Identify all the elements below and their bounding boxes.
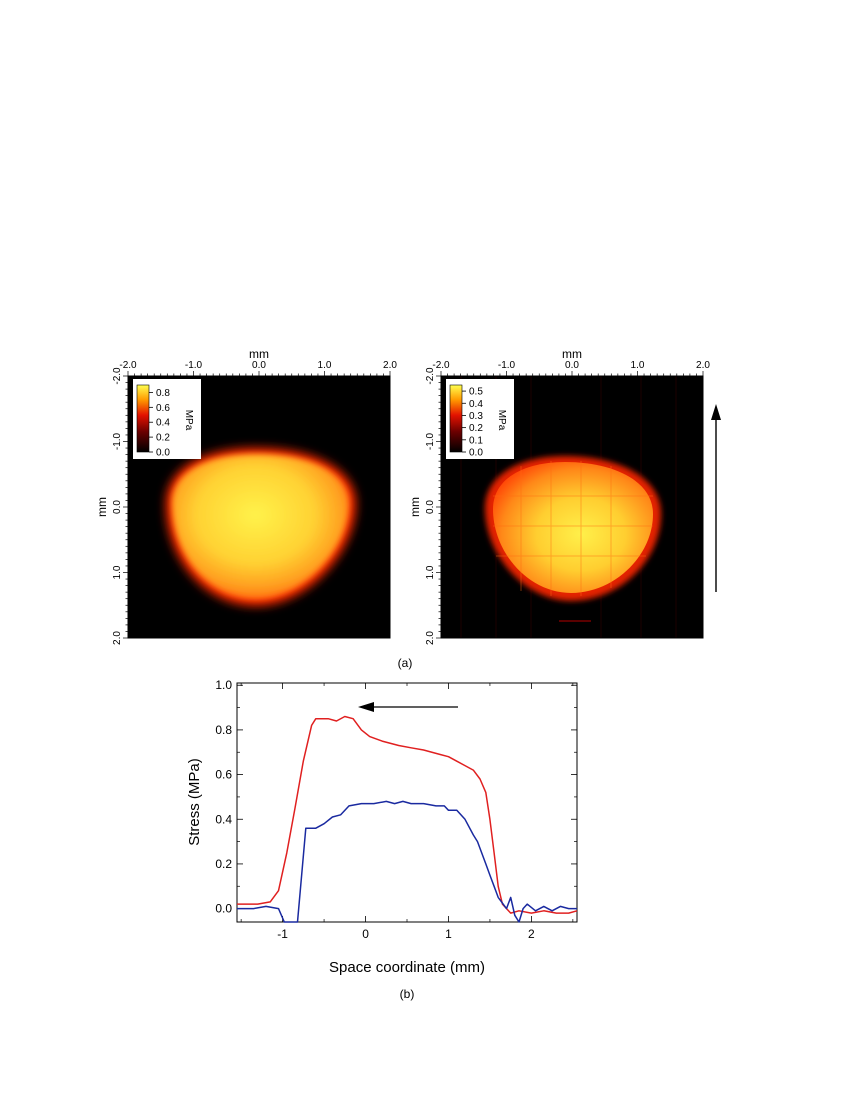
y-tick-label: -2.0 bbox=[425, 367, 436, 385]
caption-b: (b) bbox=[400, 987, 415, 1001]
y-tick-label: -1.0 bbox=[425, 432, 436, 450]
colorbar-tick-label: 0.5 bbox=[469, 387, 483, 398]
x-tick-label: 0.0 bbox=[252, 360, 266, 371]
x-tick-label: 2.0 bbox=[696, 360, 710, 371]
line-chart: -1 0 1 2 0.0 0.2 0.4 0.6 0.8 1.0 Space coordinate… bbox=[186, 678, 578, 976]
heatmap-right-colorbar: 0.50.40.30.20.1 0.0 MPa bbox=[446, 379, 514, 459]
colorbar-tick-label: 0.0 bbox=[156, 448, 170, 459]
y-tick-label: 1.0 bbox=[112, 565, 123, 579]
series-line-blue bbox=[237, 800, 577, 923]
x-tick-label: 0 bbox=[362, 927, 369, 941]
y-axis-label: Stress (MPa) bbox=[186, 758, 203, 846]
direction-arrow-left bbox=[358, 702, 458, 712]
colorbar-tick-label: 0.2 bbox=[469, 423, 483, 434]
x-tick-label: -2.0 bbox=[432, 360, 450, 371]
heatmap-left-x-label: mm bbox=[249, 347, 269, 361]
x-tick-label: -1.0 bbox=[498, 360, 516, 371]
y-tick-label: 1.0 bbox=[215, 678, 232, 692]
x-tick-label: 1 bbox=[445, 927, 452, 941]
x-tick-label: 0.0 bbox=[565, 360, 579, 371]
x-tick-label: 2.0 bbox=[383, 360, 397, 371]
heatmap-right-y-label: mm bbox=[408, 497, 422, 517]
heatmap-right-colorbar-label: MPa bbox=[496, 410, 507, 431]
y-tick-label: 0.4 bbox=[215, 812, 232, 826]
scan-direction-arrow-up bbox=[711, 404, 721, 592]
x-tick-label: 1.0 bbox=[318, 360, 332, 371]
heatmap-right-x-label: mm bbox=[562, 347, 582, 361]
heatmap-left-y-label: mm bbox=[95, 497, 109, 517]
y-tick-label: 0.0 bbox=[215, 902, 232, 916]
y-tick-label: 0.0 bbox=[112, 500, 123, 514]
x-tick-label: -1 bbox=[277, 927, 288, 941]
colorbar-tick-label: 0.2 bbox=[156, 433, 170, 444]
y-tick-label: 2.0 bbox=[425, 631, 436, 645]
colorbar-tick-label: 0.1 bbox=[469, 435, 483, 446]
y-tick-label: 0.2 bbox=[215, 857, 232, 871]
series-line-red bbox=[237, 715, 578, 914]
x-tick-label: -1.0 bbox=[185, 360, 203, 371]
heatmap-right: -2.0 -1.0 0.0 1.0 2.0 -2.0 -1.0 0.0 1.0 2.0 mm m… bbox=[408, 347, 710, 645]
y-tick-label: 0.0 bbox=[425, 500, 436, 514]
colorbar-tick-label: 0.8 bbox=[156, 388, 170, 399]
x-tick-label: 2 bbox=[528, 927, 535, 941]
heatmap-left-image bbox=[128, 376, 390, 638]
colorbar-tick-label: 0.4 bbox=[469, 399, 483, 410]
x-tick-label: -2.0 bbox=[119, 360, 137, 371]
caption-a: (a) bbox=[398, 656, 413, 670]
colorbar-tick-label: 0.6 bbox=[156, 403, 170, 414]
x-axis-label: Space coordinate (mm) bbox=[329, 959, 485, 976]
heatmap-left-colorbar-label: MPa bbox=[183, 410, 194, 431]
y-tick-label: 1.0 bbox=[425, 565, 436, 579]
x-tick-label: 1.0 bbox=[631, 360, 645, 371]
y-tick-label: -2.0 bbox=[112, 367, 123, 385]
y-tick-label: -1.0 bbox=[112, 432, 123, 450]
y-tick-label: 2.0 bbox=[112, 631, 123, 645]
colorbar-tick-label: 0.0 bbox=[469, 448, 483, 459]
colorbar-tick-label: 0.4 bbox=[156, 418, 170, 429]
y-tick-label: 0.6 bbox=[215, 768, 232, 782]
y-tick-label: 0.8 bbox=[215, 723, 232, 737]
heatmap-left: -2.0 -1.0 0.0 1.0 2.0 -2.0 -1.0 0.0 1.0 2.0 mm m… bbox=[95, 347, 397, 645]
colorbar-tick-label: 0.3 bbox=[469, 411, 483, 422]
heatmap-left-colorbar: 0.8 0.6 0.4 0.2 0.0 MPa bbox=[133, 379, 201, 459]
